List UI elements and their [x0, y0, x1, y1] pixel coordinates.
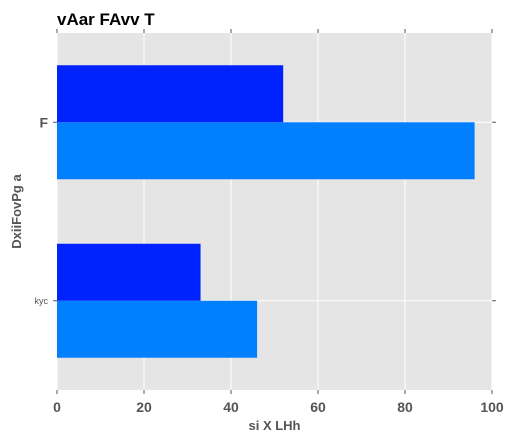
y-tick-label: kyc: [35, 296, 49, 306]
x-tick-label: 40: [223, 399, 239, 415]
chart-title: vAar FAvv T: [57, 10, 155, 29]
bar: [57, 65, 284, 123]
x-tick-label: 80: [397, 399, 413, 415]
x-tick-label: 0: [53, 399, 61, 415]
x-axis-label: si X LHh: [248, 418, 300, 433]
x-tick-label: 60: [310, 399, 326, 415]
bar: [57, 243, 201, 301]
y-axis-label: DxiiFovPg a: [9, 174, 24, 249]
y-tick-label: F: [39, 114, 48, 130]
bar: [57, 122, 475, 180]
x-tick-label: 20: [136, 399, 152, 415]
x-tick-label: 100: [480, 399, 504, 415]
bars: [57, 65, 475, 358]
bar: [57, 300, 258, 358]
